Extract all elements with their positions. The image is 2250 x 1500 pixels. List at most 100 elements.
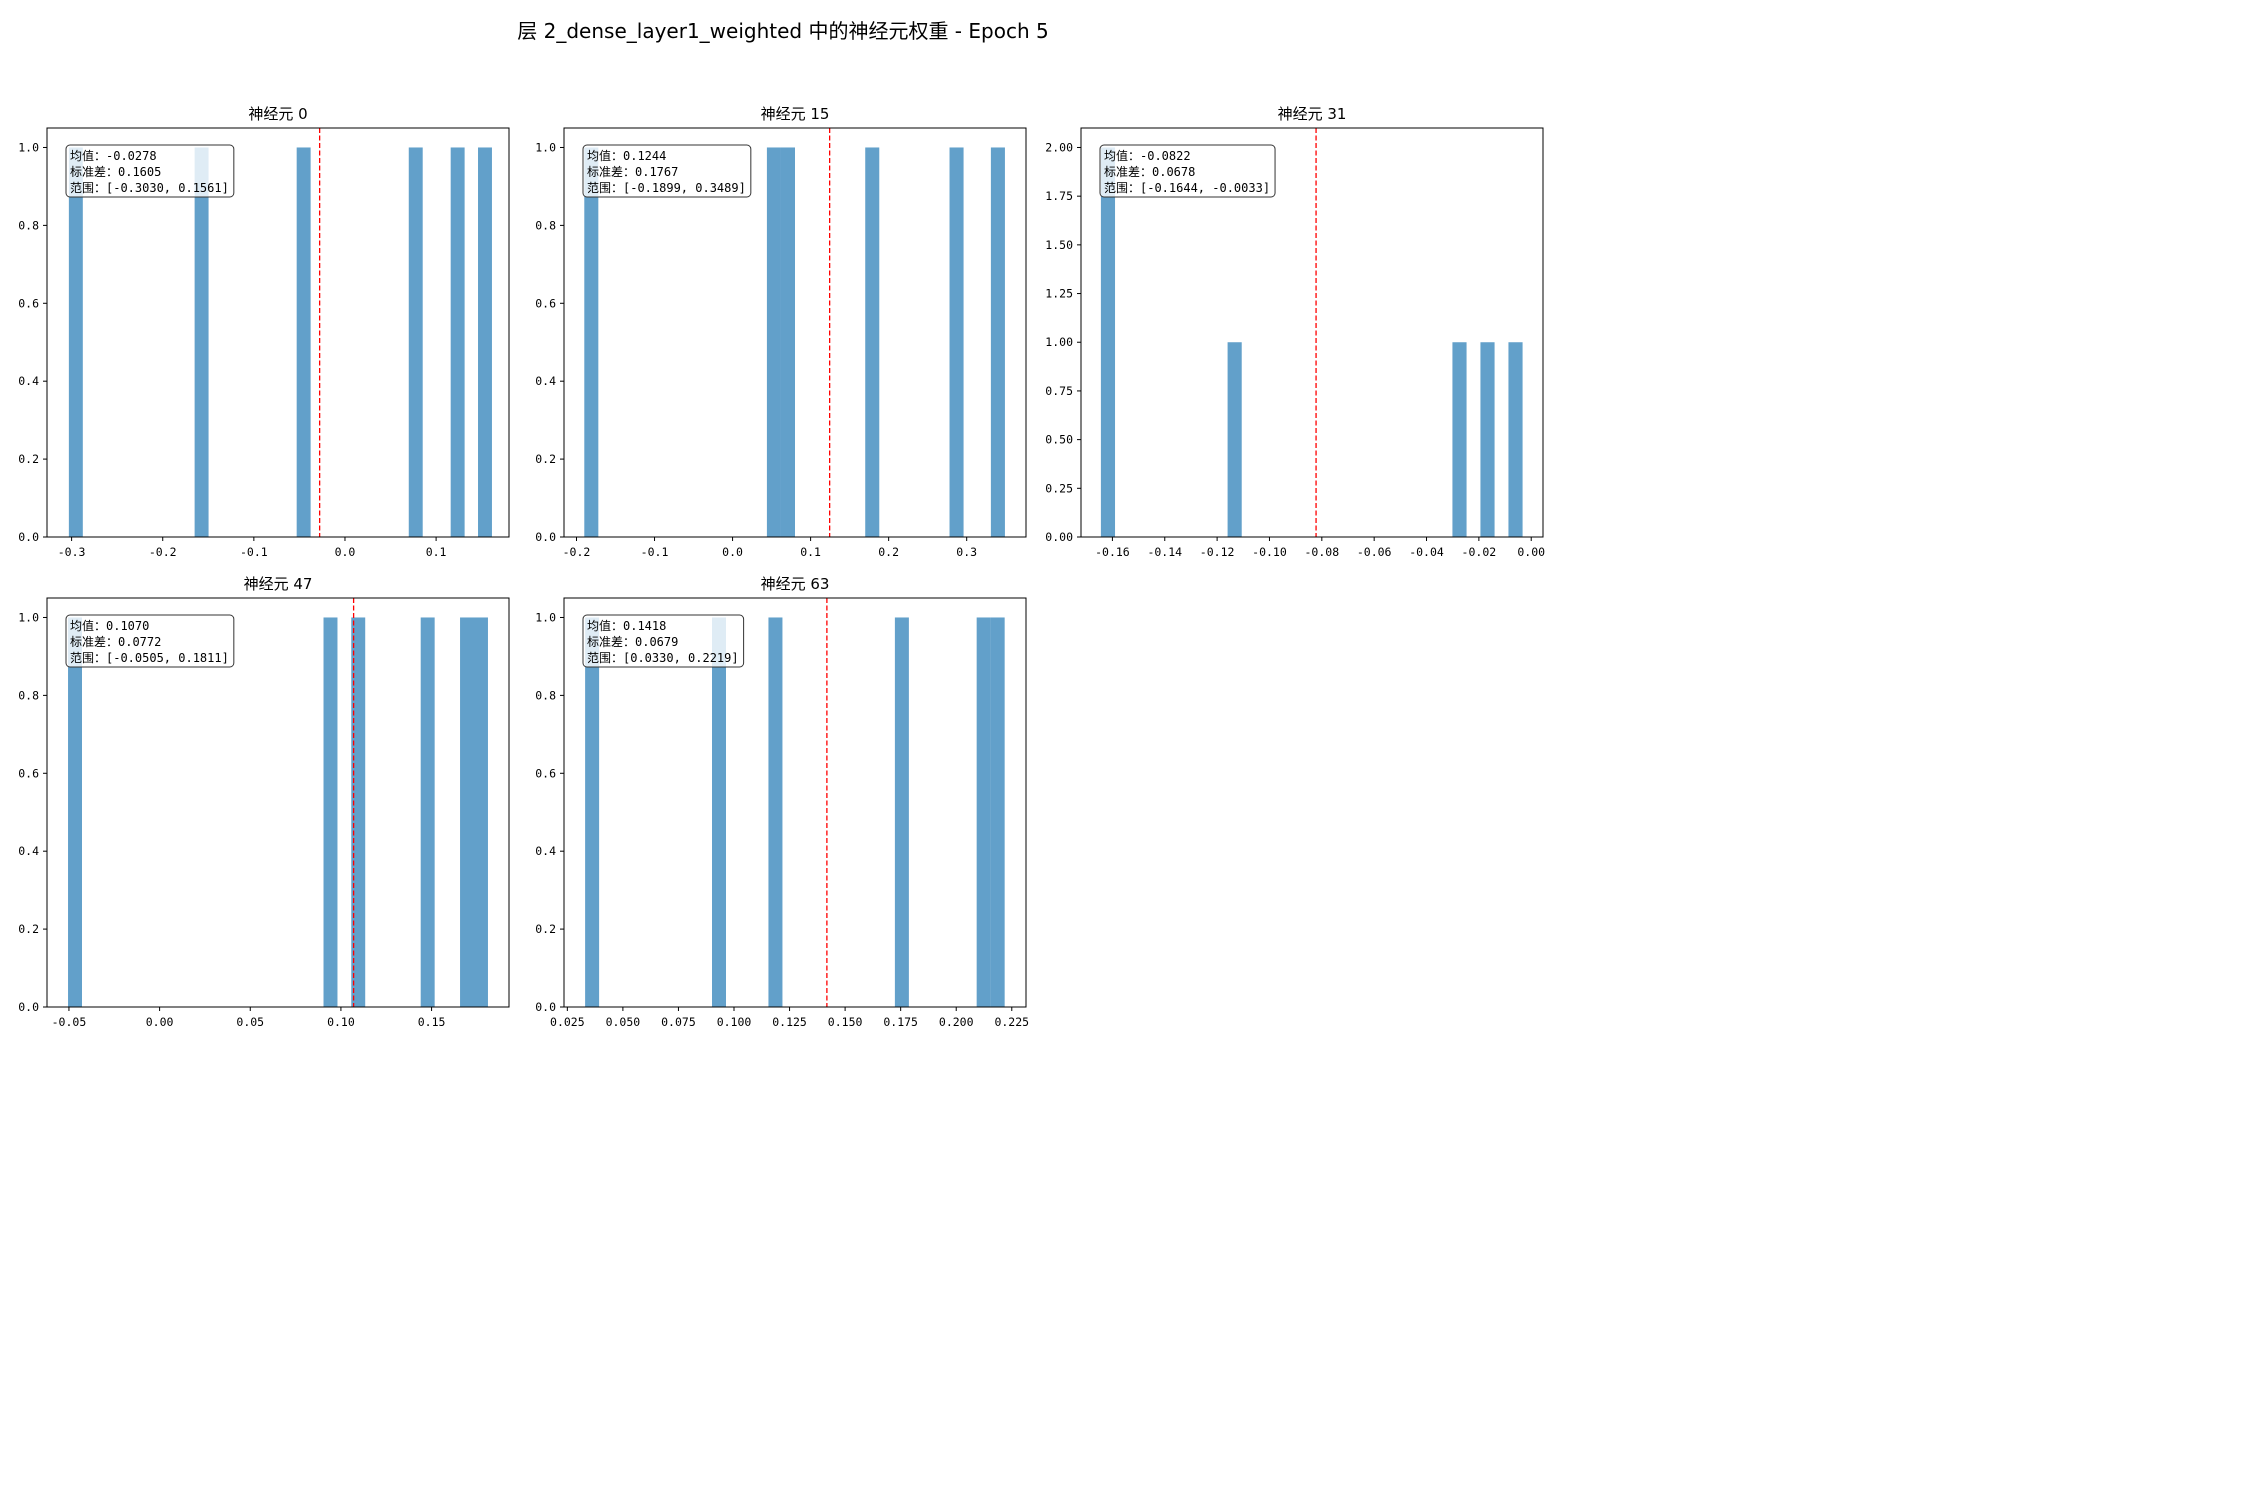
x-tick-label: 0.05 (236, 1015, 264, 1029)
y-tick-label: 1.50 (1045, 238, 1073, 252)
subplot-neuron-4: 神经元 63 0.025 0.050 0.075 0.100 0.125 0.150 0.17… (535, 575, 1029, 1029)
histogram-bar (296, 147, 311, 537)
x-tick-label: 0.150 (828, 1015, 863, 1029)
x-tick-label: 0.175 (883, 1015, 918, 1029)
stats-box (1099, 144, 1276, 198)
figure-title: 层 2_dense_layer1_weighted 中的神经元权重 - Epoc… (517, 19, 1048, 43)
histogram-bar (780, 147, 795, 537)
histogram-bar (323, 617, 338, 1007)
stats-box (582, 614, 745, 668)
stats-line: 均值：0.1418 (587, 618, 666, 633)
x-tick-label: 0.225 (994, 1015, 1029, 1029)
x-tick-label: 0.025 (550, 1015, 585, 1029)
x-tick-label: -0.2 (149, 545, 177, 559)
stats-line: 标准差：0.1605 (70, 165, 161, 179)
y-tick-label: 0.6 (535, 766, 556, 780)
x-tick-label: 0.10 (327, 1015, 355, 1029)
y-tick-label: 0.4 (535, 844, 556, 858)
y-tick-label: 1.0 (535, 140, 556, 154)
axes-frame (563, 127, 1027, 538)
x-tick-label: 0.00 (146, 1015, 174, 1029)
stats-line: 标准差：0.0679 (587, 635, 678, 649)
histogram-bar (990, 617, 1005, 1007)
x-tick-label: -0.2 (563, 545, 591, 559)
stats-box (582, 144, 752, 198)
x-tick-label: -0.06 (1357, 545, 1392, 559)
histogram-figure: 层 2_dense_layer1_weighted 中的神经元权重 - Epoc… (18, 19, 1545, 1029)
y-tick-label: 0.8 (535, 688, 556, 702)
y-tick-label: 0.2 (535, 922, 556, 936)
x-tick-label: 0.100 (717, 1015, 752, 1029)
subplot-title: 神经元 63 (761, 575, 830, 593)
histogram-bar (474, 617, 488, 1007)
stats-line: 标准差：0.0678 (1104, 165, 1195, 179)
histogram-bar (865, 147, 880, 537)
y-tick-label: 0.50 (1045, 433, 1073, 447)
y-tick-label: 1.0 (18, 140, 39, 154)
y-tick-label: 0.0 (18, 530, 39, 544)
subplot-title: 神经元 15 (761, 105, 830, 123)
x-tick-label: -0.08 (1305, 545, 1340, 559)
y-tick-label: 0.4 (18, 374, 39, 388)
stats-line: 范围：[-0.1899, 0.3489] (587, 181, 746, 195)
subplot-grid: 神经元 0 -0.3 -0.2 -0.1 0.0 0.1 0.0 0.2 0.4 0.6 0.8 1.… (18, 105, 1545, 1029)
histogram-bar (585, 617, 600, 1007)
subplot-title: 神经元 31 (1278, 105, 1347, 123)
y-tick-label: 0.8 (18, 688, 39, 702)
subplot-neuron-1: 神经元 15 -0.2 -0.1 0.0 0.1 0.2 0.3 0.0 0.2 0.4 0.6 0.… (535, 105, 1027, 559)
y-tick-label: 0.2 (535, 452, 556, 466)
histogram-bar (584, 147, 599, 537)
y-tick-label: 0.75 (1045, 384, 1073, 398)
x-tick-label: -0.3 (58, 545, 86, 559)
x-tick-label: 0.3 (956, 545, 977, 559)
stats-line: 均值：-0.0278 (70, 148, 157, 163)
histogram-bar (1480, 342, 1495, 537)
x-tick-label: -0.05 (52, 1015, 87, 1029)
y-tick-label: 0.8 (535, 218, 556, 232)
y-tick-label: 0.6 (18, 296, 39, 310)
x-tick-label: 0.1 (426, 545, 447, 559)
x-tick-label: -0.10 (1252, 545, 1287, 559)
x-tick-label: 0.125 (772, 1015, 807, 1029)
x-tick-label: 0.00 (1517, 545, 1545, 559)
axes-frame (1080, 127, 1544, 538)
y-tick-label: 0.0 (18, 1000, 39, 1014)
subplot-title: 神经元 47 (244, 575, 313, 593)
x-tick-label: -0.12 (1200, 545, 1235, 559)
axes-frame (46, 597, 510, 1008)
subplot-title: 神经元 0 (248, 105, 307, 123)
histogram-bar (68, 147, 83, 537)
y-tick-label: 0.4 (18, 844, 39, 858)
stats-line: 标准差：0.1767 (587, 165, 678, 179)
histogram-bar (420, 617, 435, 1007)
stats-line: 均值：0.1244 (587, 148, 666, 163)
x-tick-label: 0.15 (418, 1015, 446, 1029)
y-tick-label: 0.00 (1045, 530, 1073, 544)
x-tick-label: -0.02 (1462, 545, 1497, 559)
subplot-neuron-0: 神经元 0 -0.3 -0.2 -0.1 0.0 0.1 0.0 0.2 0.4 0.6 0.8 1.… (18, 105, 510, 559)
y-tick-label: 0.0 (535, 530, 556, 544)
stats-line: 均值：0.1070 (70, 618, 149, 633)
y-tick-label: 0.0 (535, 1000, 556, 1014)
histogram-bar (949, 147, 964, 537)
stats-line: 范围：[0.0330, 0.2219] (587, 651, 739, 665)
histogram-bar (1508, 342, 1523, 537)
y-tick-label: 0.25 (1045, 481, 1073, 495)
axes-frame (563, 597, 1027, 1008)
stats-box (65, 614, 235, 668)
stats-box (65, 144, 235, 198)
subplot-neuron-2: 神经元 31 -0.16 -0.14 -0.12 -0.10 -0.08 -0.06 -0.0… (1045, 105, 1545, 559)
histogram-bar (1100, 147, 1116, 537)
histogram-bar (460, 617, 475, 1007)
histogram-bar (894, 617, 909, 1007)
y-tick-label: 1.75 (1045, 189, 1073, 203)
histogram-bar (976, 617, 991, 1007)
histogram-bar (766, 147, 781, 537)
histogram-bar (478, 147, 492, 537)
x-tick-label: -0.1 (240, 545, 268, 559)
histogram-bar (351, 617, 366, 1007)
x-tick-label: 0.0 (722, 545, 743, 559)
y-tick-label: 0.8 (18, 218, 39, 232)
stats-line: 范围：[-0.3030, 0.1561] (70, 181, 229, 195)
y-tick-label: 1.00 (1045, 335, 1073, 349)
